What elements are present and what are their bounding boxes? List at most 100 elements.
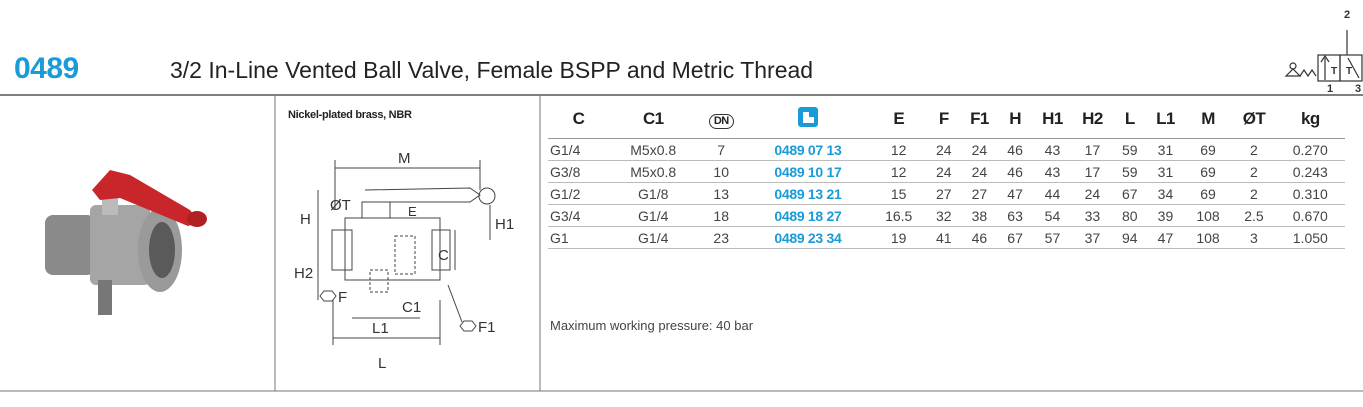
column-header: ØT [1232,100,1276,139]
dn-header: DN [708,114,734,129]
cell: 12 [870,138,927,161]
column-header: F [926,100,962,139]
cell: 2 [1232,138,1276,161]
note: Maximum working pressure: 40 bar [550,318,754,333]
column-header: L [1112,100,1148,139]
cell: 24 [1072,182,1113,205]
cell: 17 [1072,138,1113,161]
cell: 43 [1032,160,1073,183]
column-header: H1 [1032,100,1073,139]
cell: G1/2 [548,182,609,205]
cell: 27 [926,182,962,205]
dimension-label: ØT [330,197,351,214]
cell: G1/4 [608,204,698,227]
cell: 43 [1032,138,1073,161]
cell: 46 [961,226,998,249]
product-title: 3/2 In-Line Vented Ball Valve, Female BS… [170,57,814,83]
cell: 44 [1032,182,1073,205]
cell: 27 [961,182,998,205]
cell: G1/8 [608,182,698,205]
cell: 67 [1112,182,1148,205]
table-row: G1/4 M5x0.8 7 0489 07 13 12 24 24 46 43 17 59 31 69 2… [548,138,1345,161]
cell: 16.5 [870,204,927,227]
symbol-label: T [1331,66,1337,77]
cell: 46 [997,160,1033,183]
cell: 54 [1032,204,1073,227]
cell: 24 [926,138,962,161]
cell: G3/4 [548,204,609,227]
cell: 67 [997,226,1033,249]
cell: 24 [926,160,962,183]
technical-drawing [317,160,496,345]
cell: 12 [870,160,927,183]
cell: 41 [926,226,962,249]
cell: 23 [697,226,745,249]
cell: 2 [1232,182,1276,205]
column-header: C [548,100,609,139]
cell: 0.270 [1275,138,1345,161]
column-header: E [870,100,927,139]
cell: 24 [961,160,998,183]
column-header: M [1183,100,1233,139]
cell: 0.243 [1275,160,1345,183]
order-code: 0489 07 13 [744,138,871,161]
cell: 32 [926,204,962,227]
cell: 38 [961,204,998,227]
cell: 94 [1112,226,1148,249]
cell: 2.5 [1232,204,1276,227]
dimension-label: L [378,355,386,372]
cell: 31 [1147,160,1184,183]
cell: G3/8 [548,160,609,183]
material: Nickel-plated brass, NBR [288,109,412,121]
dimension-label: F [338,289,347,306]
dimension-label: L1 [372,320,389,337]
dimension-label: M [398,150,411,167]
cell: 59 [1112,138,1148,161]
code-icon [797,106,818,127]
order-code: 0489 18 27 [744,204,871,227]
dimension-label: H [300,211,311,228]
column-header: H2 [1072,100,1113,139]
dimension-label: H1 [495,216,514,233]
cell: G1 [548,226,609,249]
code-icon-header [744,100,871,139]
valve-symbol [1284,30,1363,82]
cell: 46 [997,138,1033,161]
cell: 17 [1072,160,1113,183]
cell: 47 [997,182,1033,205]
dimension-label: F1 [478,319,496,336]
cell: 7 [697,138,745,161]
symbol-label: 3 [1355,83,1361,95]
cell: M5x0.8 [608,138,698,161]
product-code: 0489 [14,52,79,85]
cell: 24 [961,138,998,161]
dimension-label: H2 [294,265,313,282]
column-header: kg [1275,100,1345,139]
product-photo [45,170,207,315]
dimension-label: E [408,204,417,219]
symbol-label: 2 [1344,9,1350,21]
dimension-label: C1 [402,299,421,316]
table-row: G1 G1/4 23 0489 23 34 19 41 46 67 57 37 94 47 108 3 1.… [548,226,1345,249]
cell: 34 [1147,182,1184,205]
column-header: C1 [608,100,698,139]
table-row: G3/4 G1/4 18 0489 18 27 16.5 32 38 63 54 33 80 39 10… [548,204,1345,227]
cell: 69 [1183,160,1233,183]
cell: 18 [697,204,745,227]
cell: 39 [1147,204,1184,227]
cell: 108 [1183,226,1233,249]
cell: 19 [870,226,927,249]
cell: 0.310 [1275,182,1345,205]
cell: 10 [697,160,745,183]
cell: 33 [1072,204,1113,227]
cell: 69 [1183,138,1233,161]
table-row: G1/2 G1/8 13 0489 13 21 15 27 27 47 44 24 67 34 69 2 0… [548,182,1345,205]
cell: 47 [1147,226,1184,249]
cell: 59 [1112,160,1148,183]
cell: 69 [1183,182,1233,205]
cell: 108 [1183,204,1233,227]
cell: 31 [1147,138,1184,161]
table-row: G3/8 M5x0.8 10 0489 10 17 12 24 24 46 43 17 59 31 69… [548,160,1345,183]
